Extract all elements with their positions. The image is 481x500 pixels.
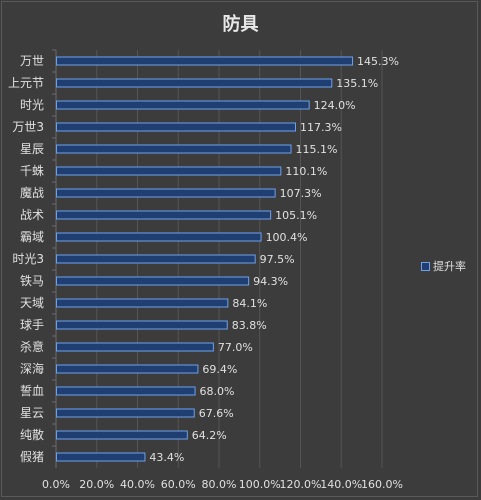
category-label: 时光 [20, 98, 44, 112]
x-tick-label: 60.0% [161, 478, 196, 491]
bar [56, 100, 310, 110]
data-label: 100.4% [266, 231, 308, 244]
data-label: 43.4% [149, 451, 184, 464]
bar [56, 166, 282, 176]
bar [56, 144, 292, 154]
category-label: 杀意 [20, 339, 44, 354]
data-label: 64.2% [192, 429, 227, 442]
category-label: 战术 [20, 208, 44, 222]
x-tick-label: 0.0% [42, 478, 70, 491]
bar [56, 320, 228, 330]
bar [56, 78, 333, 88]
bar [56, 408, 195, 418]
data-label: 110.1% [285, 165, 327, 178]
x-tick-label: 20.0% [79, 478, 114, 491]
category-label: 星辰 [20, 142, 44, 156]
category-label: 誓血 [20, 384, 44, 398]
data-label: 83.8% [232, 319, 267, 332]
category-label: 纯散 [20, 427, 44, 442]
category-label: 假猪 [20, 450, 44, 464]
bar [56, 452, 146, 462]
bar [56, 188, 276, 198]
bar [56, 56, 354, 66]
legend-label: 提升率 [433, 260, 466, 273]
bar [56, 386, 196, 396]
category-label: 霸域 [20, 230, 44, 244]
legend-swatch [421, 261, 430, 271]
bar [56, 276, 250, 286]
data-label: 84.1% [232, 297, 267, 310]
bar [56, 232, 262, 242]
data-label: 115.1% [296, 143, 338, 156]
category-label: 深海 [20, 361, 44, 376]
x-tick-label: 100.0% [239, 478, 281, 491]
category-label: 万世 [20, 54, 44, 68]
category-label: 铁马 [20, 274, 44, 288]
bar [56, 364, 199, 374]
data-label: 69.4% [202, 363, 237, 376]
legend: 提升率 [421, 258, 466, 274]
x-tick-label: 80.0% [202, 478, 237, 491]
category-label: 万世3 [12, 120, 44, 134]
category-label: 星云 [20, 406, 44, 420]
data-label: 77.0% [218, 341, 253, 354]
data-label: 68.0% [200, 385, 235, 398]
chart-title: 防具 [222, 14, 259, 35]
x-tick-label: 140.0% [320, 478, 362, 491]
bar [56, 342, 214, 352]
category-label: 时光3 [12, 252, 44, 266]
data-label: 97.5% [260, 253, 295, 266]
x-tick-label: 40.0% [120, 478, 155, 491]
bar [56, 430, 188, 440]
data-label: 94.3% [253, 275, 288, 288]
x-tick-label: 160.0% [361, 478, 403, 491]
bar [56, 122, 296, 132]
category-label: 天域 [20, 296, 44, 310]
category-label: 千蛛 [20, 163, 44, 178]
data-label: 145.3% [357, 55, 399, 68]
data-label: 107.3% [280, 187, 322, 200]
bar [56, 298, 229, 308]
category-label: 魔战 [20, 185, 44, 200]
data-label: 124.0% [314, 99, 356, 112]
bar [56, 210, 272, 220]
bar [56, 254, 256, 264]
category-label: 球手 [20, 318, 44, 332]
x-tick-label: 120.0% [280, 478, 322, 491]
data-label: 67.6% [199, 407, 234, 420]
data-label: 135.1% [336, 77, 378, 90]
data-label: 105.1% [275, 209, 317, 222]
data-label: 117.3% [300, 121, 342, 134]
category-label: 上元节 [8, 76, 44, 90]
